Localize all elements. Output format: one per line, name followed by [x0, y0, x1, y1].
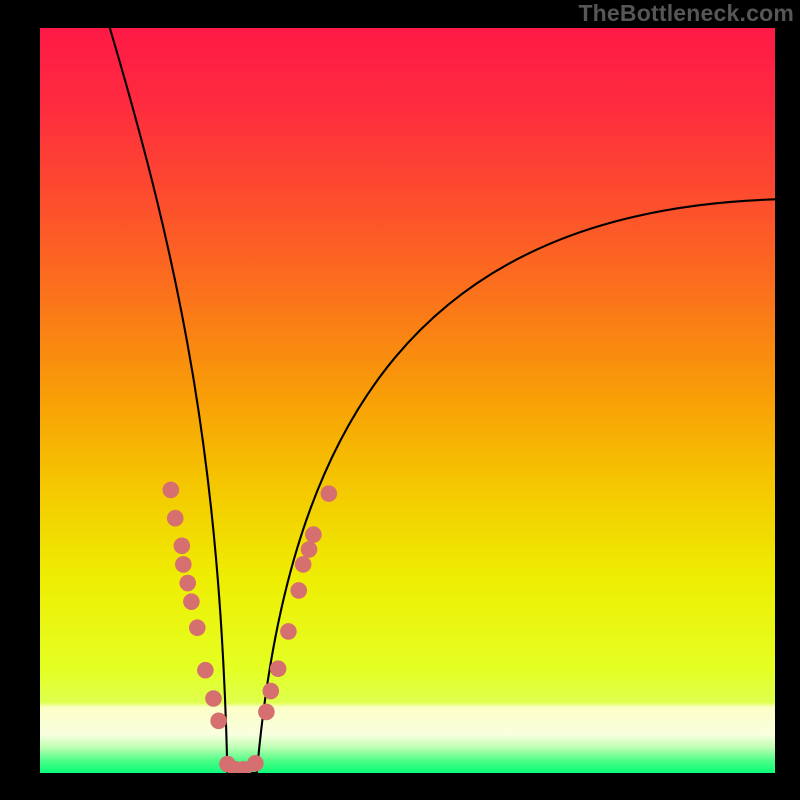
data-point — [183, 593, 200, 610]
data-point — [247, 755, 264, 772]
data-point — [321, 485, 338, 502]
data-point — [210, 713, 227, 730]
chart-stage: TheBottleneck.com — [0, 0, 800, 800]
watermark-text: TheBottleneck.com — [578, 0, 794, 27]
data-point — [163, 482, 180, 499]
data-point — [205, 690, 222, 707]
data-point — [270, 660, 287, 677]
data-point — [305, 526, 322, 543]
data-point — [179, 575, 196, 592]
chart-svg — [0, 0, 800, 800]
data-point — [174, 537, 191, 554]
data-point — [258, 704, 275, 721]
data-point — [280, 623, 297, 640]
data-point — [175, 556, 192, 573]
data-point — [262, 683, 279, 700]
data-point — [167, 510, 184, 527]
data-point — [290, 582, 307, 599]
data-point — [189, 619, 206, 636]
data-point — [197, 662, 214, 679]
data-point — [301, 541, 318, 558]
data-point — [295, 556, 312, 573]
